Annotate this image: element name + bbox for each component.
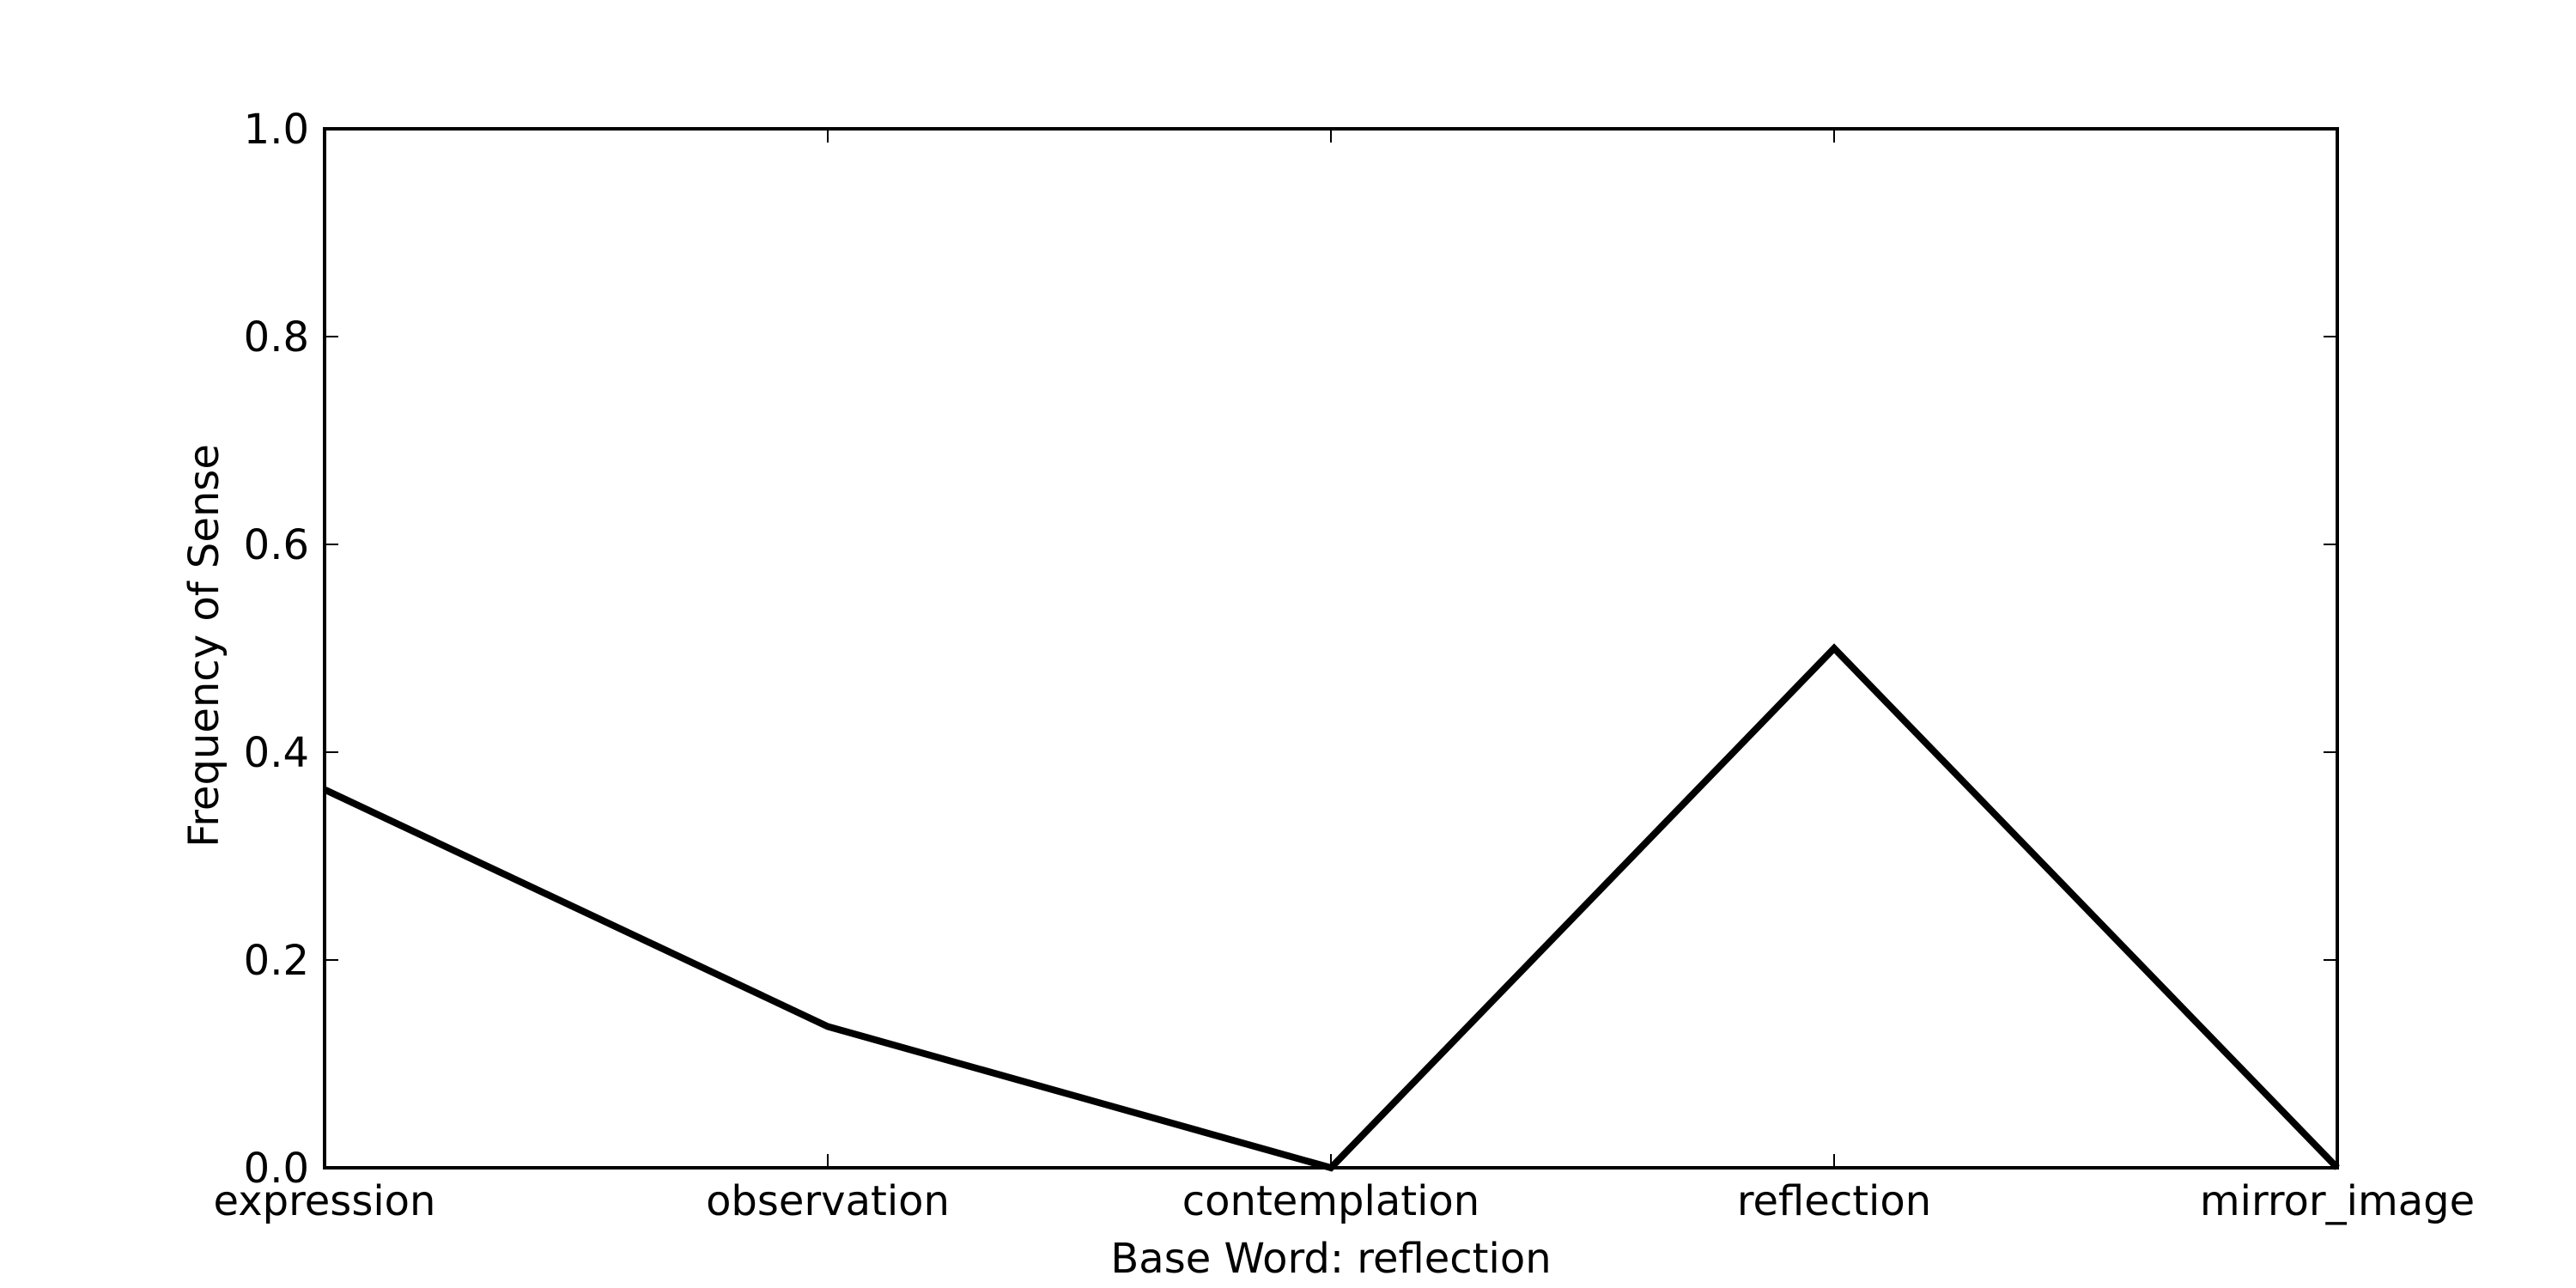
x-axis-ticks: expression observation contemplation reflec… bbox=[214, 129, 2475, 1225]
x-tick-label: reflection bbox=[1737, 1177, 1931, 1225]
y-tick-label: 0.8 bbox=[244, 313, 309, 361]
x-tick-label: mirror_image bbox=[2200, 1177, 2475, 1225]
series-line bbox=[323, 643, 2340, 1172]
x-tick-label: expression bbox=[214, 1177, 436, 1225]
x-tick-label: observation bbox=[706, 1177, 950, 1225]
y-tick-label: 0.4 bbox=[244, 729, 309, 777]
y-axis-ticks: 0.0 0.2 0.4 0.6 0.8 1.0 bbox=[244, 106, 2337, 1193]
y-axis-label: Frequency of Sense bbox=[180, 444, 228, 848]
y-tick-label: 1.0 bbox=[244, 106, 309, 154]
x-axis-label: Base Word: reflection bbox=[1110, 1235, 1551, 1283]
y-tick-label: 0.0 bbox=[244, 1145, 309, 1193]
y-tick-label: 0.6 bbox=[244, 521, 309, 569]
plot-area bbox=[323, 127, 2340, 1172]
plot-frame bbox=[323, 127, 2339, 1170]
x-tick-label: contemplation bbox=[1182, 1177, 1479, 1225]
y-tick-label: 0.2 bbox=[244, 937, 309, 985]
